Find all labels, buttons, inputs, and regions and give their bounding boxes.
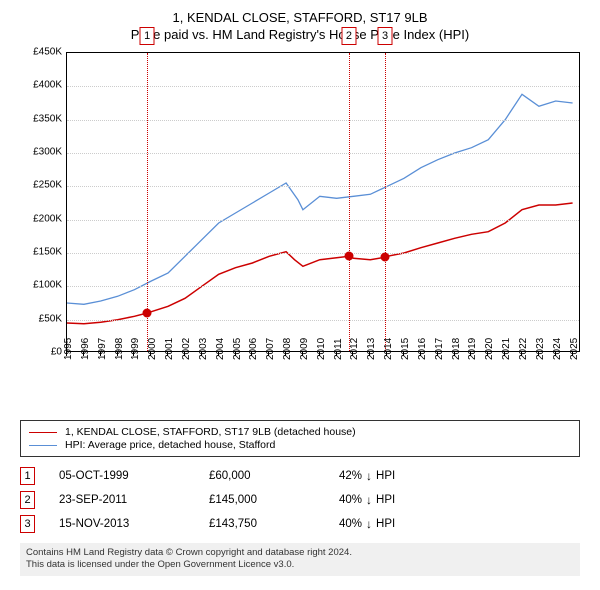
price-line (67, 203, 573, 324)
sales-num-box: 3 (20, 515, 35, 533)
gridline (67, 220, 579, 221)
x-axis-label: 2025 (569, 338, 600, 360)
marker-point (381, 253, 390, 262)
marker-point (344, 252, 353, 261)
gridline (67, 86, 579, 87)
legend-item-hpi: HPI: Average price, detached house, Staf… (29, 439, 571, 451)
sales-table: 1 05-OCT-1999£60,00042%↓HPI 2 23-SEP-2011£1… (20, 467, 580, 533)
plot-area: 123 (66, 52, 580, 352)
gridline (67, 253, 579, 254)
sales-delta: 42%↓HPI (339, 469, 395, 483)
legend: 1, KENDAL CLOSE, STAFFORD, ST17 9LB (det… (20, 420, 580, 457)
footer-line2: This data is licensed under the Open Gov… (26, 559, 574, 571)
gridline (67, 153, 579, 154)
sales-price: £145,000 (209, 494, 339, 506)
legend-label-hpi: HPI: Average price, detached house, Staf… (65, 439, 275, 451)
sales-row: 2 23-SEP-2011£145,00040%↓HPI (20, 491, 580, 509)
y-axis-label: £250K (20, 180, 62, 191)
sales-delta: 40%↓HPI (339, 493, 395, 507)
y-axis-label: £50K (20, 313, 62, 324)
chart-svg (67, 53, 579, 351)
arrow-down-icon: ↓ (366, 517, 372, 531)
y-axis-label: £350K (20, 113, 62, 124)
sales-row: 1 05-OCT-1999£60,00042%↓HPI (20, 467, 580, 485)
marker-vline (147, 53, 148, 351)
marker-vline (349, 53, 350, 351)
marker-number-box: 3 (378, 27, 393, 45)
footer-licence: Contains HM Land Registry data © Crown c… (20, 543, 580, 576)
sales-delta: 40%↓HPI (339, 517, 395, 531)
legend-label-price: 1, KENDAL CLOSE, STAFFORD, ST17 9LB (det… (65, 426, 356, 438)
chart-title: 1, KENDAL CLOSE, STAFFORD, ST17 9LB (8, 10, 592, 25)
y-axis-label: £0 (20, 347, 62, 358)
footer-line1: Contains HM Land Registry data © Crown c… (26, 547, 574, 559)
hpi-line (67, 94, 573, 304)
sales-price: £60,000 (209, 470, 339, 482)
legend-swatch-hpi (29, 445, 57, 446)
marker-point (143, 309, 152, 318)
gridline (67, 286, 579, 287)
gridline (67, 120, 579, 121)
sales-num-box: 2 (20, 491, 35, 509)
sales-date: 23-SEP-2011 (59, 494, 209, 506)
marker-vline (385, 53, 386, 351)
marker-number-box: 1 (140, 27, 155, 45)
chart-container: £0 £50K £100K £150K £200K £250K £300K £350K £400… (20, 52, 580, 412)
y-axis-label: £450K (20, 47, 62, 58)
gridline (67, 186, 579, 187)
y-axis-label: £150K (20, 247, 62, 258)
chart-subtitle: Price paid vs. HM Land Registry's House … (8, 27, 592, 42)
sales-row: 3 15-NOV-2013£143,75040%↓HPI (20, 515, 580, 533)
gridline (67, 320, 579, 321)
y-axis-label: £400K (20, 80, 62, 91)
legend-item-price: 1, KENDAL CLOSE, STAFFORD, ST17 9LB (det… (29, 426, 571, 438)
sales-num-box: 1 (20, 467, 35, 485)
arrow-down-icon: ↓ (366, 493, 372, 507)
y-axis-label: £200K (20, 213, 62, 224)
y-axis-label: £100K (20, 280, 62, 291)
arrow-down-icon: ↓ (366, 469, 372, 483)
sales-date: 05-OCT-1999 (59, 470, 209, 482)
y-axis-label: £300K (20, 147, 62, 158)
marker-number-box: 2 (341, 27, 356, 45)
legend-swatch-price (29, 432, 57, 433)
sales-price: £143,750 (209, 518, 339, 530)
sales-date: 15-NOV-2013 (59, 518, 209, 530)
